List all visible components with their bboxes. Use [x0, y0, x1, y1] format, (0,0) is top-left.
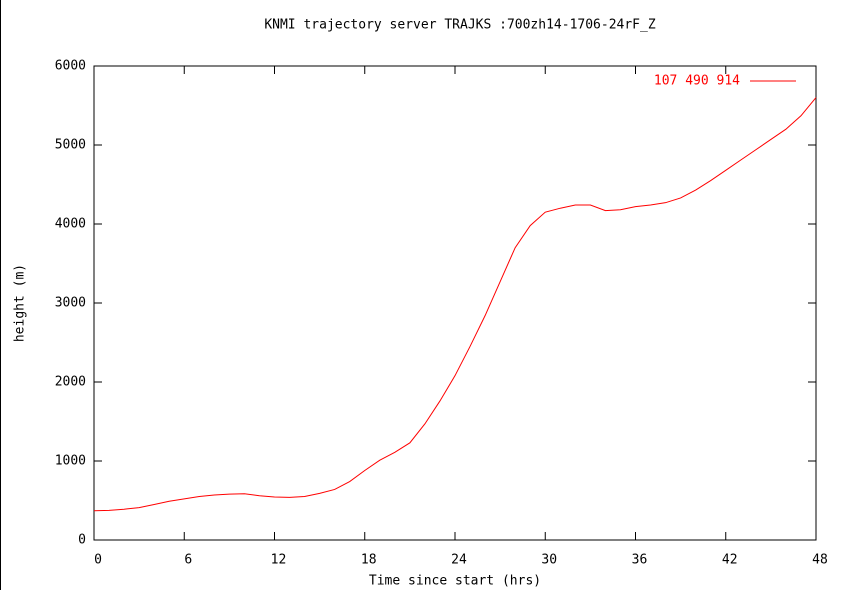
data-line — [93, 97, 817, 512]
y-axis-label: height (m) — [13, 264, 28, 342]
x-tick-label: 24 — [451, 553, 467, 568]
y-tick-label: 4000 — [55, 217, 86, 232]
y-tick-label: 1000 — [55, 454, 86, 469]
x-tick-label: 42 — [722, 553, 738, 568]
x-tick-label: 6 — [184, 553, 192, 568]
x-tick-label: 48 — [812, 553, 828, 568]
x-axis-label: Time since start (hrs) — [369, 574, 541, 589]
y-tick-label: 5000 — [55, 138, 86, 153]
y-tick-label: 0 — [78, 533, 86, 548]
y-tick-label: 3000 — [55, 296, 86, 311]
x-tick-label: 18 — [361, 553, 377, 568]
chart-title: KNMI trajectory server TRAJKS :700zh14-1… — [264, 18, 656, 33]
legend-label: 107 490 914 — [654, 74, 740, 89]
y-tick-label: 2000 — [55, 375, 86, 390]
x-tick-label: 12 — [271, 553, 287, 568]
x-tick-label: 0 — [94, 553, 102, 568]
x-tick-label: 36 — [632, 553, 648, 568]
y-tick-label: 6000 — [55, 59, 86, 74]
x-tick-label: 30 — [541, 553, 557, 568]
plot-frame — [93, 65, 817, 541]
